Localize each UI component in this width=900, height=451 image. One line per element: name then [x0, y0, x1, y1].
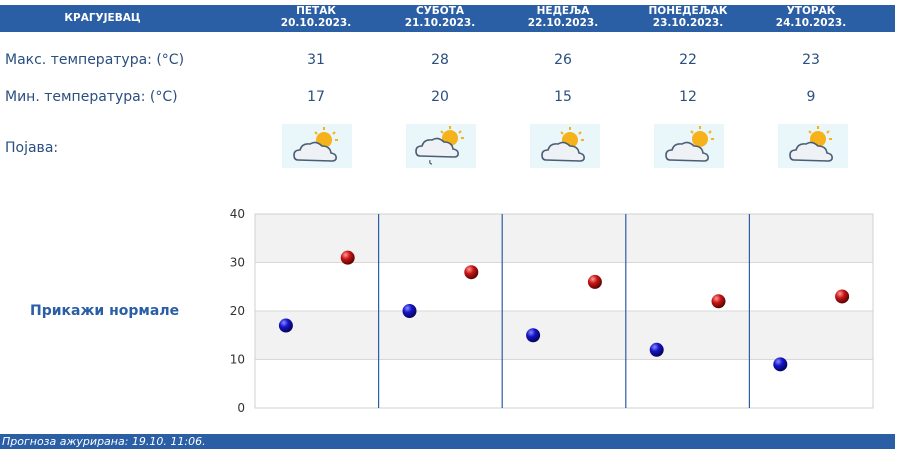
partly-cloudy-icon	[778, 124, 848, 168]
min-temp-label: Мин. температура: (°C)	[5, 89, 178, 105]
day-header-1: ПЕТАК 20.10.2023.	[256, 5, 376, 32]
max-temp-value: 22	[679, 52, 697, 68]
day-header-5: УТОРАК 24.10.2023.	[751, 5, 871, 32]
min-temp-marker	[526, 328, 541, 343]
updated-timestamp: Прогноза ажурирана: 19.10. 11:06.	[2, 435, 206, 448]
partly-cloudy-icon	[654, 124, 724, 168]
chart-band	[255, 359, 873, 408]
min-temp-marker	[773, 357, 788, 372]
max-temp-marker	[340, 250, 355, 265]
day-name: ПЕТАК	[296, 5, 336, 17]
max-temp-value: 26	[554, 52, 572, 68]
min-temp-marker	[278, 318, 293, 333]
max-temp-marker	[835, 289, 850, 304]
chart-tick-label: 40	[230, 207, 245, 221]
day-date: 23.10.2023.	[652, 17, 724, 29]
temperature-chart: 0 10 20 30 40	[230, 207, 874, 415]
chart-frame	[254, 213, 874, 409]
city-name: КРАГУЈЕВАЦ	[64, 12, 141, 24]
partly-cloudy-rain-icon	[406, 124, 476, 168]
day-date: 22.10.2023.	[527, 17, 599, 29]
max-temp-value: 28	[431, 52, 449, 68]
max-temp-value: 31	[307, 52, 325, 68]
min-temp-value: 17	[307, 89, 325, 105]
forecast-header: КРАГУЈЕВАЦ ПЕТАК 20.10.2023. СУБОТА 21.1…	[0, 5, 895, 32]
show-normals-link[interactable]: Прикажи нормале	[30, 303, 180, 319]
day-date: 21.10.2023.	[404, 17, 476, 29]
day-name: УТОРАК	[786, 5, 836, 17]
max-temp-label: Макс. температура: (°C)	[5, 52, 185, 68]
chart-tick-label: 30	[230, 256, 245, 270]
day-header-4: ПОНЕДЕЉАК 23.10.2023.	[628, 5, 748, 32]
chart-tick-label: 20	[230, 304, 245, 318]
day-header-2: СУБОТА 21.10.2023.	[380, 5, 500, 32]
chart-band	[255, 311, 873, 360]
day-name: ПОНЕДЕЉАК	[648, 5, 728, 17]
min-temp-value: 20	[431, 89, 449, 105]
min-temp-value: 15	[554, 89, 572, 105]
chart-band	[255, 214, 873, 263]
partly-cloudy-icon	[530, 124, 600, 168]
min-temp-value: 9	[806, 89, 816, 105]
partly-cloudy-icon	[282, 124, 352, 168]
min-temp-marker	[402, 304, 417, 318]
phenomenon-label: Појава:	[5, 140, 59, 156]
min-temp-value: 12	[679, 89, 697, 105]
max-temp-marker	[587, 274, 602, 289]
max-temp-marker	[464, 265, 479, 280]
day-date: 24.10.2023.	[775, 17, 847, 29]
chart-band	[255, 262, 873, 311]
chart-tick-label: 0	[237, 401, 245, 415]
max-temp-marker	[711, 294, 726, 309]
forecast-footer: Прогноза ажурирана: 19.10. 11:06.	[0, 434, 895, 449]
day-date: 20.10.2023.	[280, 17, 352, 29]
chart-tick-label: 10	[230, 353, 245, 367]
day-name: СУБОТА	[415, 5, 465, 17]
max-temp-value: 23	[802, 52, 820, 68]
min-temp-marker	[649, 342, 664, 357]
day-name: НЕДЕЉА	[536, 5, 590, 17]
day-header-3: НЕДЕЉА 22.10.2023.	[503, 5, 623, 32]
